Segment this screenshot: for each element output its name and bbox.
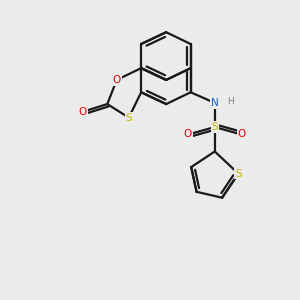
- Text: S: S: [125, 112, 132, 123]
- Text: N: N: [211, 98, 219, 108]
- Text: O: O: [184, 129, 192, 139]
- Text: O: O: [112, 75, 121, 85]
- Text: S: S: [212, 122, 218, 132]
- Text: O: O: [238, 129, 246, 139]
- Text: S: S: [235, 169, 242, 178]
- Text: O: O: [79, 107, 87, 117]
- Text: H: H: [227, 97, 233, 106]
